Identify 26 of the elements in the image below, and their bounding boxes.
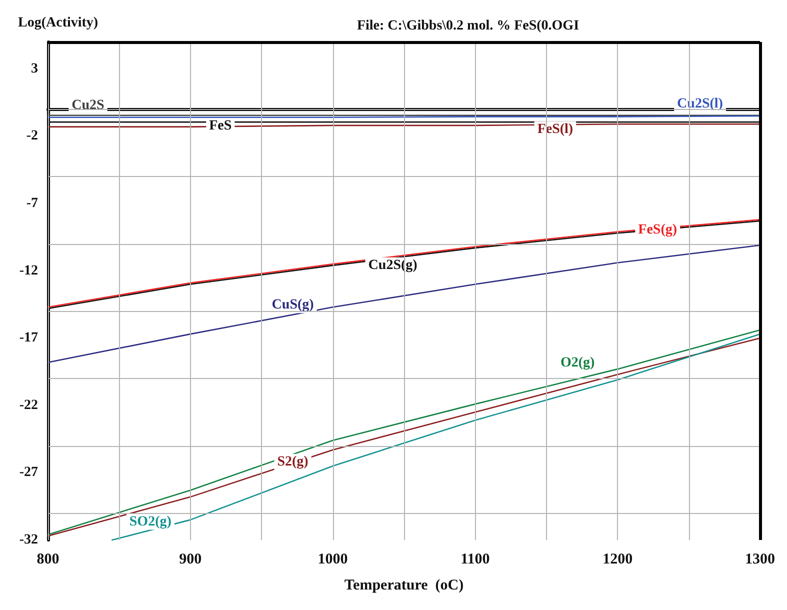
x-tick-label: 900: [179, 552, 202, 568]
x-axis-title: Temperature (oC): [344, 578, 464, 594]
series-label: SO2(g): [129, 514, 172, 530]
y-tick-label: -17: [19, 330, 38, 346]
series-label: FeS: [209, 118, 232, 134]
series-label: FeS(g): [638, 222, 678, 238]
series-label: S2(g): [277, 454, 309, 470]
x-tick-label: 1300: [745, 552, 775, 568]
x-tick-label: 1000: [318, 552, 348, 568]
y-axis-title: Log(Activity): [18, 16, 98, 30]
series-label: Cu2S(g): [368, 258, 418, 273]
y-tick-label: -27: [19, 465, 38, 480]
y-tick-label: -22: [19, 398, 38, 413]
chart-title: File: C:\Gibbs\0.2 mol. % FeS(0.OGI: [356, 18, 580, 34]
series-label: CuS(g): [272, 298, 314, 313]
y-tick-label: -2: [26, 128, 38, 144]
series-label: FeS(l): [537, 122, 574, 137]
series-label: O2(g): [560, 356, 596, 371]
series-label: Cu2S: [72, 98, 105, 113]
y-tick-label: -32: [19, 532, 38, 548]
x-tick-label: 1100: [460, 552, 490, 568]
y-tick-label: -12: [19, 263, 38, 278]
x-tick-label: 800: [36, 552, 60, 568]
y-tick-label: -7: [26, 196, 38, 212]
x-tick-label: 1200: [602, 552, 633, 568]
y-tick-label: 3: [31, 61, 38, 76]
